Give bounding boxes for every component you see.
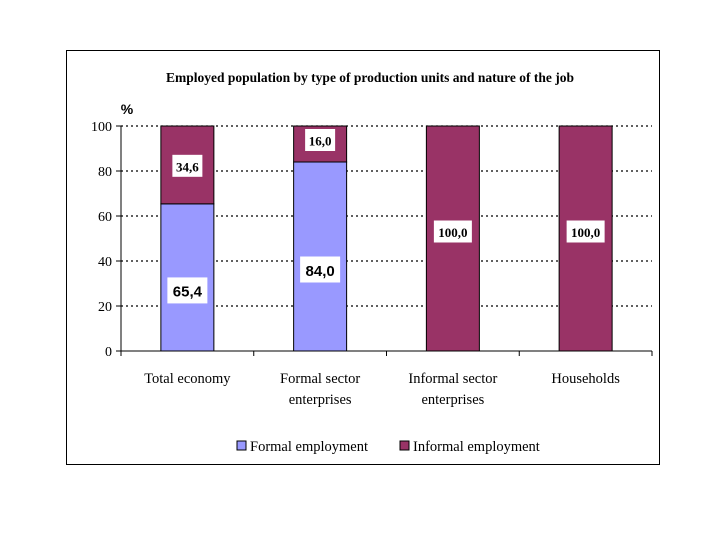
x-tick-label: Households	[551, 371, 620, 387]
x-tick-label: Formal sector	[280, 371, 360, 387]
data-label-box	[433, 220, 472, 243]
legend-label: Informal employment	[413, 439, 540, 455]
legend-label: Formal employment	[250, 439, 368, 455]
y-tick-label: 100	[91, 120, 112, 135]
data-label-box	[172, 154, 203, 177]
x-tick-label: Total economy	[144, 371, 231, 387]
data-label-box	[305, 129, 336, 151]
data-label: 100,0	[438, 225, 467, 240]
x-tick-label: enterprises	[421, 392, 484, 408]
data-label: 65,4	[173, 284, 203, 301]
chart-title: Employed population by type of productio…	[166, 70, 574, 85]
x-tick-label: Informal sector	[408, 371, 497, 387]
data-label-box	[566, 220, 605, 243]
data-label-box	[300, 256, 341, 283]
data-label: 100,0	[571, 225, 600, 240]
y-axis-label: %	[121, 101, 134, 117]
x-tick-labels: Total economy Formal sector enterprises Inf…	[144, 371, 620, 408]
data-label: 84,0	[306, 263, 335, 280]
legend: Formal employment Informal employment	[236, 439, 540, 455]
x-tick-label: enterprises	[289, 392, 352, 408]
bars: 65,4 34,6 84,0 16,0 100,0 100,0	[160, 125, 613, 352]
legend-swatch	[236, 440, 247, 451]
gridlines	[121, 125, 652, 307]
y-tick-label: 40	[98, 255, 112, 270]
data-label-box	[167, 277, 208, 304]
y-tick-label: 60	[98, 210, 112, 225]
legend-swatch	[399, 440, 410, 451]
data-label: 16,0	[309, 134, 332, 149]
data-label: 34,6	[176, 159, 199, 174]
y-tick-label: 20	[98, 300, 112, 315]
y-tick-label: 80	[98, 165, 112, 180]
y-tick-label: 0	[105, 345, 112, 360]
